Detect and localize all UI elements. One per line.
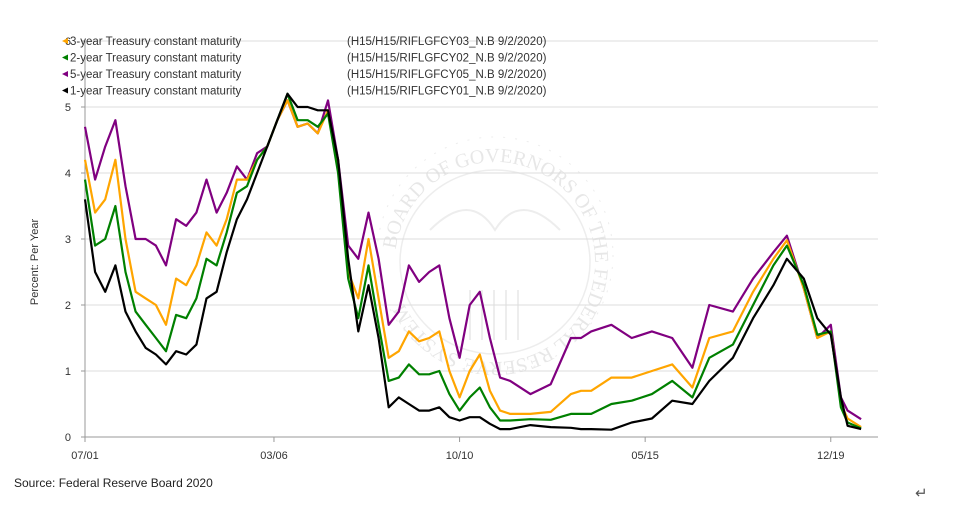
legend-label: 5-year Treasury constant maturity [70, 69, 242, 81]
y-tick-label: 2 [65, 300, 71, 312]
legend-label: 2-year Treasury constant maturity [70, 53, 242, 65]
return-symbol: ↵ [915, 485, 928, 502]
y-axis-label: Percent: Per Year [29, 219, 41, 306]
x-tick-label: 07/01 [71, 450, 99, 462]
y-tick-label: 0 [65, 432, 71, 444]
series-line-4 [83, 92, 862, 431]
series-line-1 [83, 99, 862, 421]
legend-marker [62, 87, 68, 94]
legend-series-code: (H15/H15/RIFLGFCY01_N.B 9/2/2020) [347, 86, 547, 98]
legend-marker [62, 54, 68, 61]
x-tick-label: 12/19 [817, 450, 845, 462]
series-line-3 [83, 92, 862, 430]
legend-series-code: (H15/H15/RIFLGFCY03_N.B 9/2/2020) [347, 36, 547, 48]
svg-text:BOARD OF GOVERNORS OF THE FEDE: BOARD OF GOVERNORS OF THE FEDERAL RESERV… [379, 145, 612, 379]
legend-label: 1-year Treasury constant maturity [70, 86, 242, 98]
legend-label: 3-year Treasury constant maturity [70, 36, 242, 48]
x-tick-label: 03/06 [260, 450, 288, 462]
legend-series-code: (H15/H15/RIFLGFCY05_N.B 9/2/2020) [347, 69, 547, 81]
y-tick-label: 1 [65, 366, 71, 378]
y-tick-label: 4 [65, 168, 71, 180]
y-tick-label: 3 [65, 234, 71, 246]
legend-marker [62, 38, 68, 44]
legend-series-code: (H15/H15/RIFLGFCY02_N.B 9/2/2020) [347, 53, 547, 65]
y-tick-label: 5 [65, 102, 71, 114]
source-note: Source: Federal Reserve Board 2020 [14, 476, 213, 490]
legend-marker [62, 71, 68, 77]
series-line-2 [83, 99, 862, 429]
x-tick-label: 05/15 [631, 450, 659, 462]
x-tick-label: 10/10 [446, 450, 474, 462]
